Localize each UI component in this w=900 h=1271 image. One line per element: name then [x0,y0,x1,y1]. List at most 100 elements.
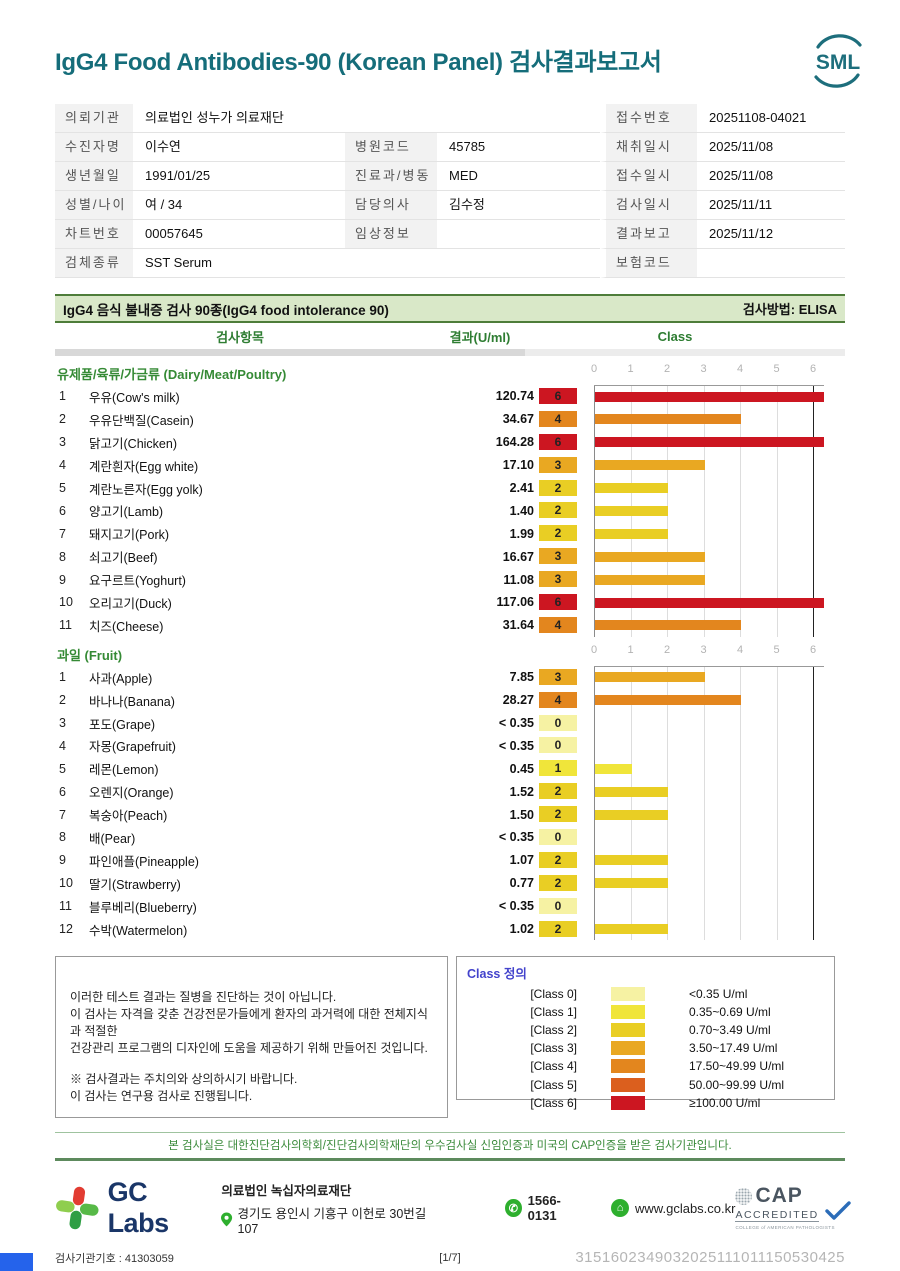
table-row: 9 파인애플(Pineapple) 1.07 2 [55,849,845,872]
patient-info-table: 의뢰기관 의료법인 성누가 의료재단 접수번호 20251108-04021 수진자명 이… [55,104,845,278]
footer-bottom-row: 검사기관기호 : 41303059 [1/7] 3151602349032025… [55,1249,845,1266]
class-badge: 2 [539,806,577,823]
class-bar [595,574,705,585]
item-name: 양고기(Lamb) [89,505,164,520]
item-number: 9 [59,853,66,868]
class-bar [595,809,668,820]
class-badge: 3 [539,548,577,565]
chart-gridline [776,386,778,637]
table-row: 6 양고기(Lamb) 1.40 2 [55,499,845,522]
item-name: 포도(Grape) [89,717,156,732]
info-label: 보험코드 [600,249,697,278]
class-badge: 0 [539,829,577,846]
item-result: 11.08 [503,572,534,587]
item-number: 11 [59,618,72,633]
class-bar [595,460,705,471]
result-group: 과일 (Fruit) 0 1 2 3 4 5 6 1 사과(Apple) 7.85 3 2 바나나(Ban… [55,642,845,941]
disclaimer-line: 이 검사는 자격을 갖춘 건강전문가들에게 환자의 과거력에 대한 전체지식과 … [70,1007,428,1039]
item-result: 7.85 [509,670,534,685]
class-bar [595,763,632,774]
item-number: 8 [59,830,66,845]
table-row: 3 포도(Grape) < 0.35 0 [55,712,845,735]
section-header-bar: IgG4 음식 불내증 검사 90종(IgG4 food intolerance… [55,294,845,323]
section-method: 검사방법: ELISA [742,302,837,317]
item-result: 120.74 [495,389,534,404]
class-legend-swatch [611,986,645,1001]
cap-accredited-logo: CAP ACCREDITED COLLEGE of AMERICAN PATHO… [735,1185,851,1230]
disclaimer-box: 이러한 테스트 결과는 질병을 진단하는 것이 아닙니다. 이 검사는 자격을 갖… [55,956,448,1119]
item-number: 1 [59,670,66,685]
axis-tick-label: 6 [809,363,817,375]
class-badge: 2 [539,525,577,542]
table-row: 5 계란노른자(Egg yolk) 2.41 2 [55,477,845,500]
class-bar [595,414,741,425]
info-value: 김수정 [437,191,600,220]
item-number: 12 [59,922,73,937]
item-name: 요구르트(Yoghurt) [89,574,186,589]
chart-axis-labels: 0 1 2 3 4 5 6 [591,643,824,660]
result-group: 유제품/육류/가금류 (Dairy/Meat/Poultry) 0 1 2 3 4 5 6 1 우… [55,361,845,637]
table-row: 2 바나나(Banana) 28.27 4 [55,689,845,712]
class-bar [595,437,824,448]
class-legend-label: [Class 0] [530,986,577,1001]
class-legend-row: [Class 6] ≥100.00 U/ml [467,1094,824,1112]
class-legend-row: [Class 0] <0.35 U/ml [467,984,824,1002]
item-result: 117.06 [496,595,534,610]
class-badge: 0 [539,714,577,731]
info-label: 담당의사 [345,191,437,220]
axis-tick-label: 4 [736,643,744,656]
class-badge: 1 [539,760,577,777]
class-bar [595,391,824,402]
disclaimer-line: ※ 검사결과는 주치의와 상의하시기 바랍니다. [70,1072,298,1087]
website-icon: ⌂ [611,1199,630,1218]
item-name: 돼지고기(Pork) [89,528,170,543]
table-row: 10 오리고기(Duck) 117.06 6 [55,591,845,614]
chart-gridline [703,666,705,941]
class-badge: 2 [539,920,577,937]
class-legend-label: [Class 2] [530,1022,577,1037]
axis-tick-label: 6 [809,643,817,656]
cap-checkmark-icon [825,1201,851,1220]
class-definition-title: Class 정의 [467,967,527,982]
results-groups: 유제품/육류/가금류 (Dairy/Meat/Poultry) 0 1 2 3 4 5 6 1 우… [55,361,845,941]
class-legend-swatch [611,1059,645,1074]
info-value: MED [437,162,600,191]
item-name: 딸기(Strawberry) [89,877,181,892]
item-name: 자몽(Grapefruit) [89,740,176,755]
info-label: 의뢰기관 [55,104,133,133]
info-label: 검체종류 [55,249,133,278]
class-legend-label: [Class 1] [530,1004,577,1019]
chart-gridlines [594,665,824,941]
table-row: 8 배(Pear) < 0.35 0 [55,826,845,849]
item-result: 1.02 [509,922,534,937]
chart-axis-labels: 0 1 2 3 4 5 6 [591,363,824,379]
item-result: < 0.35 [498,830,534,845]
class-legend-label: [Class 6] [530,1095,577,1110]
category-row: 과일 (Fruit) 0 1 2 3 4 5 6 [55,642,845,666]
item-number: 5 [59,481,66,495]
table-row: 8 쇠고기(Beef) 16.67 3 [55,545,845,568]
gclabs-brand: GC Labs [107,1177,170,1239]
website-url[interactable]: www.gclabs.co.kr [635,1200,736,1216]
table-row: 10 딸기(Strawberry) 0.77 2 [55,872,845,895]
class-legend-label: [Class 4] [530,1059,577,1074]
class-legend-label: [Class 3] [530,1041,577,1056]
item-number: 1 [59,389,66,404]
website-block[interactable]: ⌂ www.gclabs.co.kr [611,1199,736,1218]
axis-tick-label: 5 [773,363,780,375]
info-label: 접수일시 [600,162,697,191]
item-name: 오렌지(Orange) [89,786,174,801]
category-row: 유제품/육류/가금류 (Dairy/Meat/Poultry) 0 1 2 3 4 5 6 [55,361,845,385]
class-bar [595,855,668,866]
item-result: 1.50 [509,807,534,822]
item-number: 11 [59,899,72,914]
info-label: 접수번호 [600,104,697,133]
chart-gridline [813,386,814,637]
disclaimer-line: 이 검사는 연구용 검사로 진행됩니다. [70,1089,253,1104]
chart-gridline [813,666,814,941]
item-result: 164.28 [495,435,534,450]
table-row: 2 우유단백질(Casein) 34.67 4 [55,408,845,431]
class-badge: 6 [539,388,577,404]
class-bar [595,878,668,889]
chart-gridline [740,666,741,941]
